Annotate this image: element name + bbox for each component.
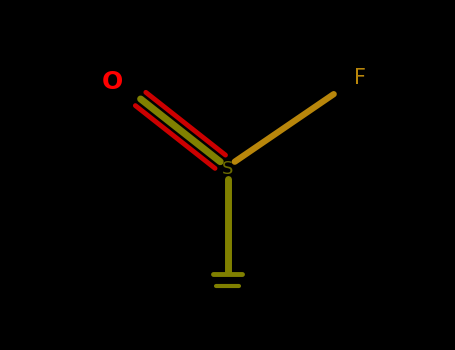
- Text: S: S: [222, 160, 233, 178]
- Text: F: F: [354, 69, 366, 89]
- Text: O: O: [102, 70, 123, 94]
